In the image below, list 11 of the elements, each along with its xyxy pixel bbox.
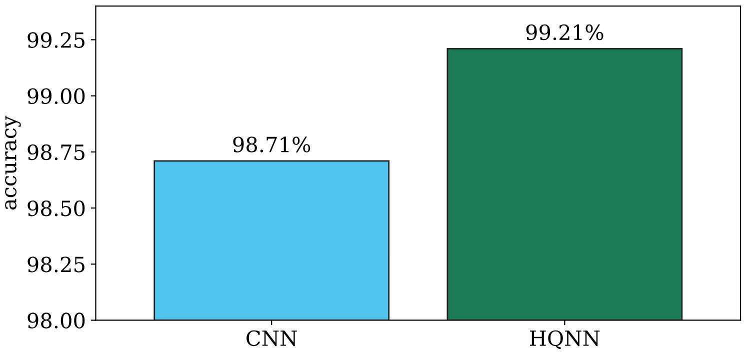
y-tick-label: 98.00 xyxy=(28,312,85,328)
y-tick-label: 98.25 xyxy=(28,256,84,272)
data-label: 99.21% xyxy=(526,24,604,40)
y-tick-label: 98.50 xyxy=(28,200,85,216)
y-axis-title: accuracy xyxy=(5,116,21,210)
y-tick-label: 99.00 xyxy=(28,88,85,104)
data-label: 98.71% xyxy=(233,136,310,152)
x-tick-label: CNN xyxy=(246,330,297,346)
y-tick-label: 98.75 xyxy=(28,144,84,160)
x-tick-label: HQNN xyxy=(530,330,600,350)
y-tick-label: 99.25 xyxy=(28,32,84,48)
